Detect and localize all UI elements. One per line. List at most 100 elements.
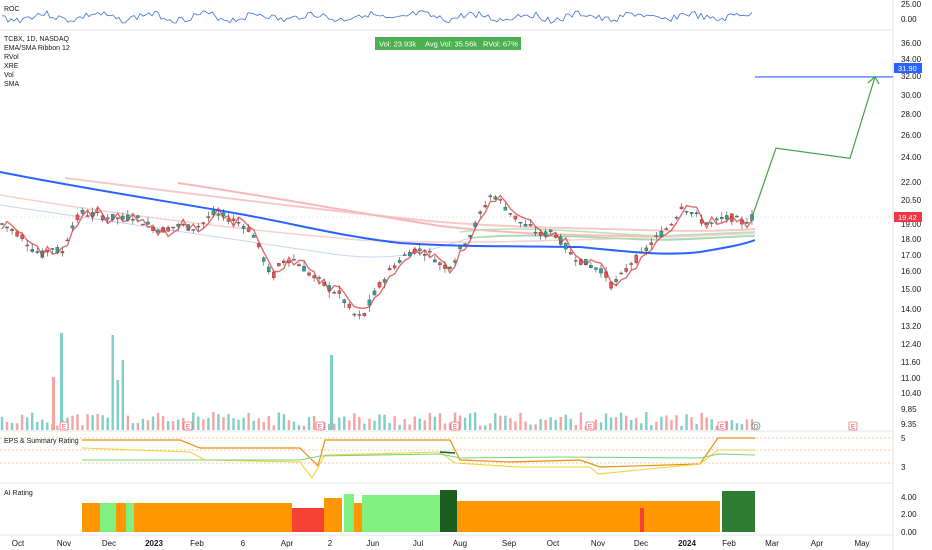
volume-bar <box>287 420 291 430</box>
volume-bar <box>539 418 542 430</box>
eps-orange-line <box>82 437 755 468</box>
ai-tick: 2.00 <box>901 510 917 519</box>
price-tick: 34.00 <box>901 55 922 64</box>
earnings-badge[interactable]: E <box>848 421 858 431</box>
time-tick: May <box>854 539 869 548</box>
candle-body <box>574 260 578 262</box>
volume-bar <box>363 423 366 430</box>
volume-bar <box>166 421 170 430</box>
candle-body <box>709 222 714 224</box>
candle-body <box>131 219 135 221</box>
ai-tick: 0.00 <box>901 528 917 537</box>
candle-body <box>624 268 628 272</box>
volume-bar <box>111 335 114 430</box>
candle-body <box>272 271 276 278</box>
volume-bar <box>594 419 598 430</box>
volume-bar <box>670 420 673 430</box>
volume-bar <box>212 412 215 430</box>
candle-body <box>423 254 427 256</box>
volume-bar <box>494 413 497 430</box>
time-tick: Jul <box>413 539 423 548</box>
time-tick: Sep <box>502 539 517 548</box>
earnings-badge[interactable]: E <box>59 421 69 431</box>
volume-bar <box>408 424 411 430</box>
earnings-badge[interactable]: E <box>183 421 193 431</box>
candle-body <box>533 231 538 234</box>
candle-body <box>387 268 392 271</box>
price-tick: 11.00 <box>901 374 921 383</box>
volume-bar <box>121 360 125 430</box>
candle-body <box>261 257 266 262</box>
volume-bar <box>715 425 718 430</box>
volume-bar <box>665 415 668 430</box>
candle-body <box>518 221 523 224</box>
projection-arrowhead <box>867 76 880 85</box>
ai-tick: 4.00 <box>901 493 917 502</box>
projection-path <box>751 76 876 218</box>
candle-body <box>674 216 679 219</box>
volume-bar <box>41 419 44 430</box>
candle-body <box>448 266 452 269</box>
volume-bar <box>267 415 270 430</box>
badge-vol: Vol: 23.93k <box>379 40 416 49</box>
earnings-badge[interactable]: E <box>717 421 727 431</box>
symbol-line: TCBX, 1D, NASDAQ <box>4 36 70 43</box>
time-tick: Nov <box>591 539 605 548</box>
earnings-badge[interactable]: E <box>450 421 460 431</box>
candle-body <box>85 215 90 217</box>
time-tick: Aug <box>453 539 467 548</box>
volume-bar <box>519 412 522 430</box>
volume-bar <box>10 422 14 430</box>
volume-bar <box>690 417 693 430</box>
earnings-badge[interactable]: E <box>585 421 595 431</box>
candle-body <box>684 211 689 213</box>
eps-yellow-line <box>81 447 755 480</box>
candle-body <box>377 282 382 288</box>
price-tick: 18.00 <box>901 235 922 244</box>
candle-body <box>654 235 659 237</box>
eps-label: EPS & Summary Rating <box>4 438 79 445</box>
earnings-badge[interactable]: E <box>315 421 325 431</box>
candle-body <box>463 243 467 245</box>
time-axis[interactable]: Oct Nov Dec 2023 Feb 6 Apr 2 Jun Jul Aug Sep Oct Nov D… <box>12 539 870 548</box>
volume-bar <box>700 412 703 430</box>
volume-bar <box>232 418 235 430</box>
candle-body <box>629 263 633 265</box>
candles <box>0 193 754 320</box>
volume-bar <box>529 424 532 430</box>
candle-body <box>181 224 185 226</box>
volume-bar <box>730 420 734 430</box>
volume-bar <box>710 419 713 430</box>
volume-bar <box>161 415 165 430</box>
volume-bar <box>388 422 391 430</box>
price-tick: 22.00 <box>901 178 922 187</box>
volume-bar <box>458 415 462 430</box>
dividend-badge[interactable]: D <box>751 421 761 431</box>
volume-bar <box>403 419 406 430</box>
candle-body <box>483 205 487 208</box>
volume-bar <box>635 418 638 430</box>
candle-body <box>105 217 110 220</box>
volume-bar <box>60 333 63 430</box>
volume-bar <box>343 416 346 430</box>
volume-bar <box>579 412 583 430</box>
time-tick: 2023 <box>145 539 163 548</box>
volume-bar <box>217 414 220 430</box>
candle-body <box>694 212 699 215</box>
volume-bar <box>15 423 19 430</box>
price-tick: 26.00 <box>901 131 922 140</box>
volume-bar <box>292 421 296 430</box>
target-price-label: 31.90 <box>894 63 922 73</box>
price-axis[interactable]: 36.00 34.00 32.00 30.00 28.00 26.00 24.00 22.00… <box>901 39 922 429</box>
candle-body <box>478 211 482 214</box>
candle-body <box>317 277 321 279</box>
volume-bar <box>675 415 678 430</box>
time-tick: Oct <box>12 539 25 548</box>
candle-body <box>282 260 286 263</box>
volume-bar <box>438 413 442 430</box>
volume-bar <box>312 415 316 430</box>
candle-body <box>196 225 201 228</box>
candle-body <box>503 207 508 211</box>
